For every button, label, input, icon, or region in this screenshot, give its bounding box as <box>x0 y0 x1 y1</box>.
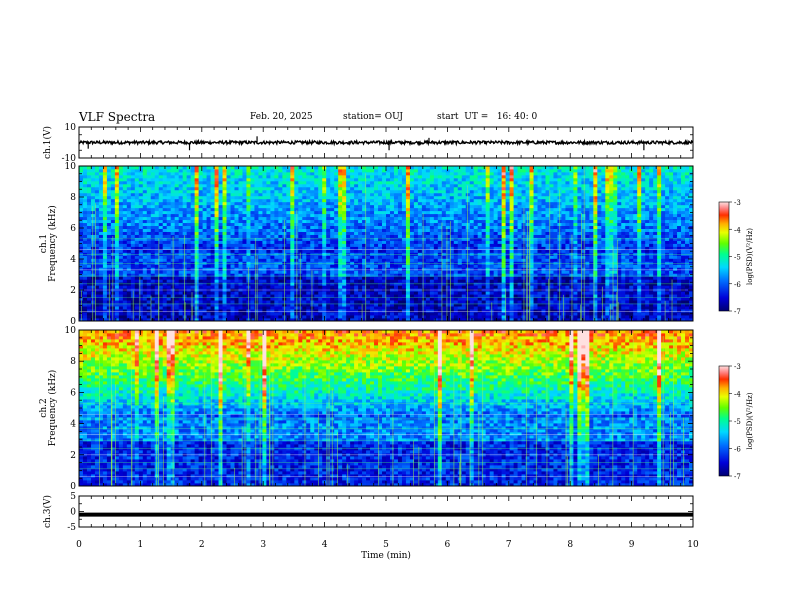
time-xtick-label: 8 <box>567 540 573 550</box>
time-xtick-label: 9 <box>629 540 635 550</box>
ch1-spectrogram-colorbar-label: log(PSD)(V²/Hz) <box>746 228 754 285</box>
plot-title: VLF Spectra <box>79 110 156 124</box>
time-xtick-label: 6 <box>445 540 451 550</box>
ch1-spectrogram-ytick-label: 8 <box>70 193 76 203</box>
date-label: Feb. 20, 2025 <box>250 112 313 122</box>
ch2-spectrogram-colorbar <box>718 365 730 477</box>
time-xtick-label: 5 <box>383 540 389 550</box>
ch2-spectrogram-ylabel: ch.2 <box>39 398 49 417</box>
ch1-waveform-ytick-label: 10 <box>65 123 77 133</box>
ch1-spectrogram-colorbar-tick-label: -3 <box>734 199 741 207</box>
ch1-spectrogram-colorbar-tick-label: -5 <box>734 254 741 262</box>
ch1-waveform-trace <box>78 138 694 147</box>
ch1-spectrogram-colorbar <box>718 201 730 312</box>
ch2-spectrogram-colorbar-tick-label: -3 <box>734 363 741 371</box>
ch3-waveform-ytick-label: -5 <box>67 523 76 533</box>
ch3-waveform-ytick-label: 0 <box>70 508 76 518</box>
time-xtick-label: 10 <box>687 540 699 550</box>
ch1-waveform-ytick-label: -10 <box>62 154 77 164</box>
ch3-waveform-ylabel: ch.3(V) <box>42 495 53 528</box>
ch1-spectrogram-image <box>79 166 694 322</box>
ch1-spectrogram-ylabel: Frequency (kHz) <box>47 205 58 282</box>
ch2-spectrogram-colorbar-tick-label: -6 <box>734 446 741 454</box>
ch2-spectrogram-ytick-label: 0 <box>70 482 76 492</box>
time-xtick-label: 2 <box>199 540 205 550</box>
time-xtick-label: 3 <box>260 540 266 550</box>
ch1-spectrogram-ytick-label: 2 <box>70 286 76 296</box>
ch2-spectrogram-ylabel: Frequency (kHz) <box>47 370 58 447</box>
start-time-label: start UT = 16: 40: 0 <box>437 112 538 122</box>
time-xlabel: Time (min) <box>361 550 411 561</box>
time-xtick-label: 1 <box>138 540 144 550</box>
ch2-spectrogram-ytick-label: 6 <box>70 388 76 398</box>
ch2-spectrogram-ytick-label: 10 <box>65 326 77 336</box>
ch2-spectrogram-ytick-label: 2 <box>70 451 76 461</box>
ch2-spectrogram-colorbar-tick-label: -5 <box>734 418 741 426</box>
ch1-spectrogram-ytick-label: 6 <box>70 224 76 234</box>
ch1-spectrogram-ylabel: ch.1 <box>39 234 49 253</box>
ch2-spectrogram-image <box>79 330 694 487</box>
ch2-spectrogram-ytick-label: 8 <box>70 357 76 367</box>
time-xtick-label: 0 <box>76 540 82 550</box>
ch2-spectrogram-colorbar-tick-label: -7 <box>734 473 741 481</box>
time-xtick-label: 4 <box>322 540 328 550</box>
ch1-spectrogram-ytick-label: 0 <box>70 317 76 327</box>
ch1-spectrogram-colorbar-tick-label: -7 <box>734 308 741 316</box>
ch2-spectrogram-colorbar-label: log(PSD)(V²/Hz) <box>746 392 754 449</box>
time-xtick-label: 7 <box>506 540 512 550</box>
ch2-spectrogram-colorbar-tick-label: -4 <box>734 391 741 399</box>
ch2-spectrogram-ytick-label: 4 <box>70 420 76 430</box>
ch1-spectrogram-ytick-label: 10 <box>65 162 77 172</box>
ch1-spectrogram-colorbar-tick-label: -4 <box>734 226 741 234</box>
ch1-spectrogram-colorbar-tick-label: -6 <box>734 281 741 289</box>
ch3-waveform-ytick-label: 5 <box>70 492 76 502</box>
ch1-spectrogram-ytick-label: 4 <box>70 255 76 265</box>
station-label: station= OUJ <box>343 112 404 122</box>
ch1-waveform-ylabel: ch.1(V) <box>42 126 53 159</box>
